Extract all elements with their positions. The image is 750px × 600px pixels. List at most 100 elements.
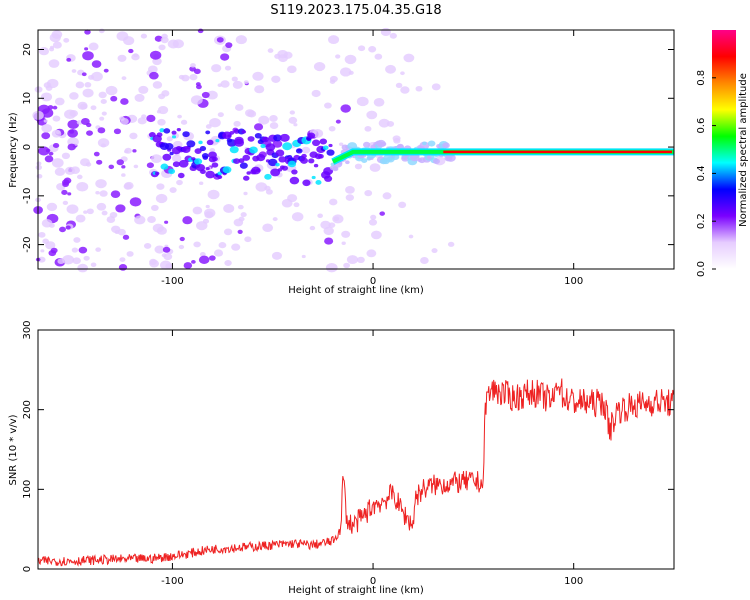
noise-blob	[183, 262, 193, 269]
noise-blob	[71, 247, 79, 253]
noise-blob	[66, 57, 72, 62]
signal-blob	[199, 145, 207, 152]
noise-blob	[123, 36, 135, 46]
signal-blob	[205, 130, 211, 135]
noise-blob	[324, 237, 334, 245]
snr-y-tick-label: 200	[22, 400, 33, 419]
noise-blob	[171, 154, 182, 163]
noise-blob	[149, 71, 159, 80]
noise-blob	[129, 132, 138, 140]
noise-blob	[325, 263, 338, 273]
noise-blob	[211, 64, 222, 73]
noise-blob	[81, 72, 87, 77]
noise-blob	[272, 217, 278, 222]
noise-blob	[177, 114, 182, 119]
signal-blob	[242, 154, 251, 161]
noise-blob	[158, 93, 166, 100]
noise-blob	[113, 128, 122, 135]
noise-blob	[82, 88, 94, 98]
signal-blob	[156, 132, 163, 138]
noise-blob	[96, 159, 103, 165]
noise-blob	[157, 118, 166, 126]
noise-blob	[208, 255, 216, 261]
noise-blob	[96, 202, 107, 211]
noise-blob	[189, 73, 198, 81]
noise-blob	[83, 255, 90, 261]
colorbar-tick-label: 0.2	[696, 213, 707, 229]
noise-blob	[289, 110, 296, 115]
noise-blob	[99, 190, 108, 197]
noise-blob	[291, 212, 304, 222]
signal-blob	[308, 158, 315, 164]
noise-blob	[207, 189, 220, 200]
noise-blob	[117, 54, 127, 62]
noise-blob	[408, 234, 414, 239]
noise-blob	[52, 41, 62, 49]
noise-blob	[91, 71, 103, 82]
noise-blob	[95, 191, 100, 195]
noise-blob	[380, 27, 391, 37]
snr-series-line	[37, 378, 674, 567]
noise-blob	[64, 109, 76, 120]
signal-blob	[319, 138, 328, 145]
noise-blob	[62, 200, 69, 206]
signal-blob	[273, 134, 282, 142]
signal-blob	[238, 158, 245, 164]
noise-blob	[41, 123, 53, 133]
signal-blob	[307, 132, 316, 139]
noise-blob	[66, 204, 79, 214]
noise-blob	[378, 118, 390, 128]
noise-blob	[45, 85, 53, 91]
noise-blob	[366, 249, 377, 258]
signal-blob	[205, 167, 210, 171]
noise-blob	[232, 80, 243, 89]
signal-blob	[227, 139, 237, 147]
spectrogram-y-tick-label: -10	[22, 188, 33, 204]
colorbar-ticks: 0.0 0.2 0.4 0.6 0.8	[696, 70, 716, 277]
signal-blob	[277, 168, 283, 172]
noise-blob	[369, 163, 381, 172]
signal-blob	[171, 135, 177, 139]
noise-blob	[340, 104, 351, 113]
noise-blob	[86, 208, 94, 215]
noise-blob	[63, 37, 70, 43]
signal-blob	[419, 141, 430, 150]
noise-blob	[199, 181, 204, 186]
noise-blob	[206, 90, 218, 100]
noise-blob	[180, 119, 188, 125]
noise-blob	[151, 204, 159, 212]
noise-blob	[41, 218, 53, 228]
snr-frame	[37, 329, 675, 570]
noise-blob	[373, 97, 385, 107]
noise-blob	[262, 223, 274, 233]
noise-blob	[293, 202, 300, 208]
noise-blob	[121, 165, 126, 169]
noise-blob	[223, 228, 233, 236]
signal-blob	[427, 140, 436, 147]
signal-blob	[300, 157, 308, 164]
noise-blob	[216, 37, 224, 43]
noise-blob	[218, 242, 227, 249]
noise-blob	[90, 262, 97, 268]
noise-blob	[98, 91, 107, 99]
signal-blob	[186, 140, 196, 148]
noise-blob	[93, 151, 100, 157]
signal-blob	[322, 145, 329, 150]
signal-blob	[249, 146, 258, 154]
noise-blob	[119, 257, 126, 262]
noise-blob	[129, 197, 142, 207]
noise-blob	[340, 67, 352, 77]
signal-blob	[212, 156, 218, 162]
spectrogram-noise-layer	[32, 27, 455, 273]
noise-blob	[116, 159, 124, 166]
noise-blob	[164, 220, 169, 224]
signal-blob	[200, 169, 206, 175]
noise-blob	[329, 198, 338, 206]
noise-blob	[264, 185, 271, 191]
signal-blob	[229, 130, 235, 135]
noise-blob	[191, 260, 196, 264]
noise-blob	[100, 143, 106, 148]
noise-blob	[95, 247, 102, 252]
signal-blob	[227, 134, 232, 138]
noise-blob	[77, 263, 89, 273]
